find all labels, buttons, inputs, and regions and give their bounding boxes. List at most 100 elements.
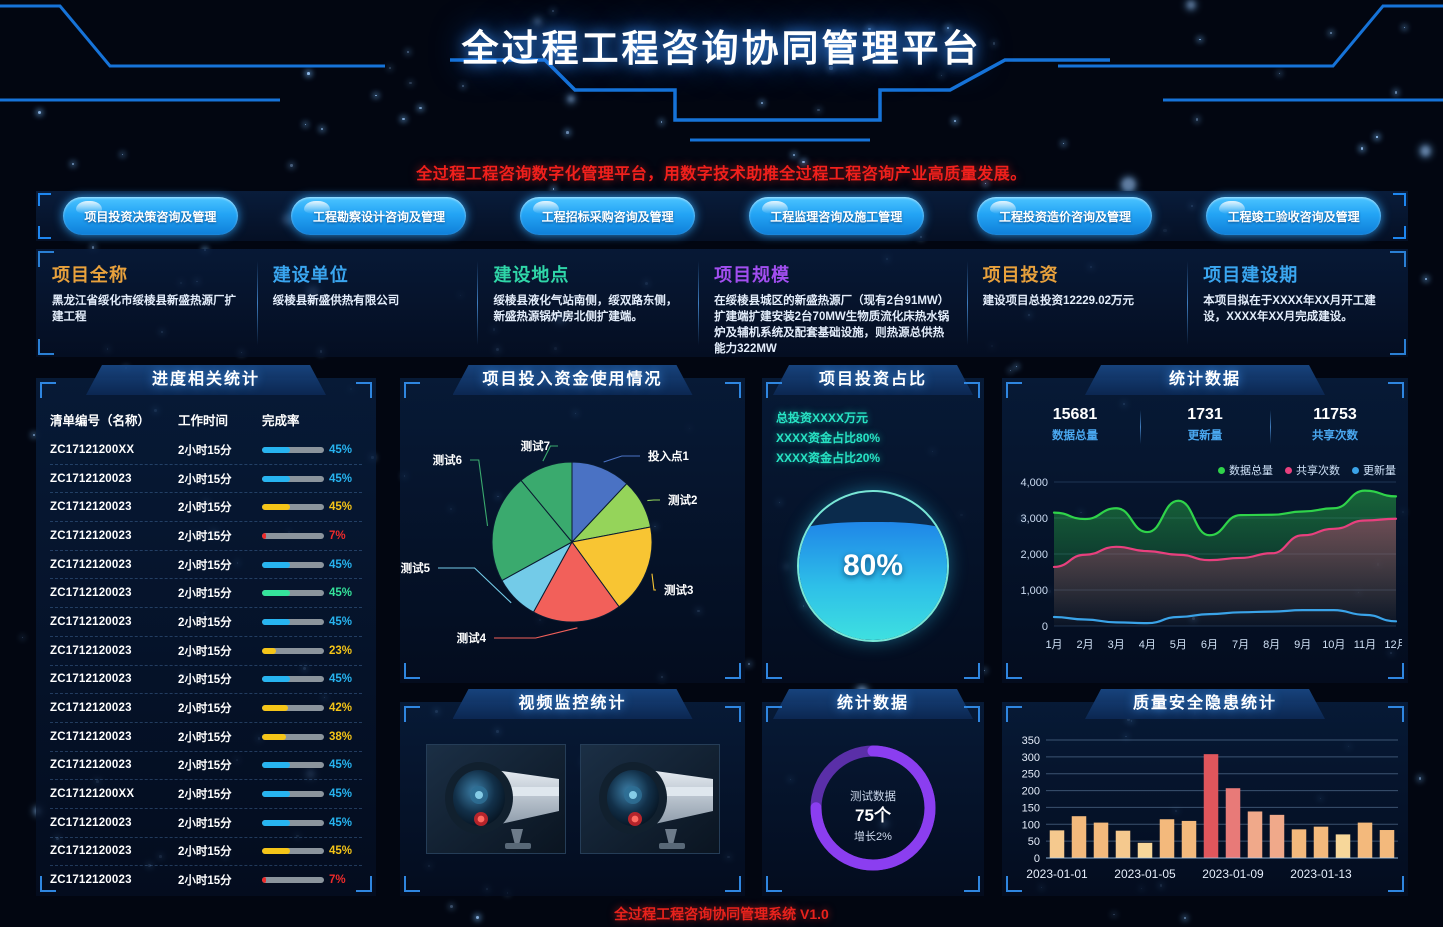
progress-percent-label: 45% <box>329 816 353 829</box>
table-row[interactable]: ZC1712120023 2小时15分 45% <box>50 551 362 580</box>
series-line[interactable] <box>1052 517 1398 569</box>
x-axis-tick-label: 2023-01-05 <box>1114 867 1176 881</box>
bar[interactable] <box>1313 826 1329 858</box>
progress-table-body[interactable]: ZC17121200XX 2小时15分 45% ZC1712120023 2小时15分 4… <box>50 436 362 888</box>
bar[interactable] <box>1159 819 1175 858</box>
bar[interactable] <box>1093 822 1109 858</box>
donut-growth: 增长2% <box>854 829 892 843</box>
nav-button-cost-consulting[interactable]: 工程投资造价咨询及管理 <box>977 197 1153 235</box>
pie-slice[interactable] <box>571 461 628 544</box>
pie-chart[interactable]: 投入点1 测试2 测试3 测试4 测试5 测试6 测试7 <box>400 412 745 680</box>
legend-item-shares[interactable]: 共享次数 <box>1285 462 1340 478</box>
quality-safety-bar-chart[interactable]: 0 50 100 150 200 250 300 350 2023-01-01 2023-01-0… <box>1006 732 1404 890</box>
row-completion: 45% <box>262 817 362 829</box>
nav-button-survey-design[interactable]: 工程勘察设计咨询及管理 <box>291 197 467 235</box>
table-row[interactable]: ZC17121200XX 2小时15分 45% <box>50 780 362 809</box>
table-row[interactable]: ZC1712120023 2小时15分 45% <box>50 493 362 523</box>
table-row[interactable]: ZC1712120023 2小时15分 45% <box>50 809 362 838</box>
bar[interactable] <box>1335 834 1351 858</box>
bar[interactable] <box>1269 814 1285 858</box>
row-worktime: 2小时15分 <box>178 789 232 802</box>
bar[interactable] <box>1181 820 1197 858</box>
bar[interactable] <box>1137 842 1153 858</box>
bar[interactable] <box>1049 830 1065 858</box>
nav-corner-bl <box>38 226 51 239</box>
panel-corner-bl <box>1006 876 1022 892</box>
row-code: ZC1712120023 <box>50 472 132 485</box>
table-row[interactable]: ZC1712120023 2小时15分 7% <box>50 522 362 551</box>
info-text-project-name: 黑龙江省绥化市绥棱县新盛热源厂扩建工程 <box>52 295 236 323</box>
table-row[interactable]: ZC1712120023 2小时15分 45% <box>50 608 362 637</box>
table-row[interactable]: ZC1712120023 2小时15分 45% <box>50 752 362 781</box>
row-worktime: 2小时15分 <box>178 616 232 629</box>
bar[interactable] <box>1357 822 1373 858</box>
info-text-location: 绥棱县液化气站南侧，绥双路东侧，新盛热源锅炉房北侧扩建端。 <box>493 295 678 323</box>
bars-panel-title: 质量安全隐患统计 <box>1085 689 1325 719</box>
row-completion: 45% <box>262 759 362 771</box>
bar[interactable] <box>1291 829 1307 858</box>
progress-bar <box>262 532 324 539</box>
legend-item-total[interactable]: 数据总量 <box>1218 462 1273 478</box>
info-title-location: 建设地点 <box>493 265 570 285</box>
nav-button-bidding-procurement[interactable]: 工程招标采购咨询及管理 <box>520 197 696 235</box>
row-code: ZC1712120023 <box>50 730 132 743</box>
video-feed-2[interactable] <box>579 744 720 854</box>
legend-dot-updates <box>1352 466 1359 474</box>
table-row[interactable]: ZC17121200XX 2小时15分 45% <box>50 436 362 465</box>
x-axis-tick-label: 12月 <box>1384 639 1402 651</box>
bar[interactable] <box>1203 754 1219 858</box>
info-cell-owner: 建设单位 绥棱县新盛供热有限公司 <box>256 249 478 357</box>
table-row[interactable]: ZC1712120023 2小时15分 23% <box>50 637 362 666</box>
progress-percent-label: 45% <box>329 615 353 628</box>
header-decoration <box>0 4 1443 142</box>
bar[interactable] <box>1225 788 1241 858</box>
table-row[interactable]: ZC1712120023 2小时15分 45% <box>50 666 362 695</box>
pie-slice[interactable] <box>491 479 573 582</box>
panel-corner-br <box>725 876 741 892</box>
table-row[interactable]: ZC1712120023 2小时15分 45% <box>50 579 362 609</box>
panel-corner-bl <box>404 663 420 679</box>
progress-percent-label: 38% <box>329 730 353 743</box>
table-row[interactable]: ZC1712120023 2小时15分 7% <box>50 866 362 888</box>
investment-line-total: 总投资XXXX万元 <box>776 411 869 425</box>
table-row[interactable]: ZC1712120023 2小时15分 45% <box>50 465 362 494</box>
fund-usage-pie-panel: 项目投入资金使用情况 投入点1 测试2 测试3 测试4 测试5 测试6 测试7 <box>400 378 745 683</box>
bar[interactable] <box>1071 816 1087 858</box>
line-chart-legend[interactable]: 数据总量 共享次数 更新量 <box>1218 462 1396 478</box>
row-code: ZC1712120023 <box>50 501 132 514</box>
legend-item-updates[interactable]: 更新量 <box>1352 462 1396 478</box>
bar[interactable] <box>1379 830 1395 858</box>
info-cell-investment: 项目投资 建设项目总投资12229.02万元 <box>966 249 1188 357</box>
row-code: ZC1712120023 <box>50 558 132 571</box>
table-row[interactable]: ZC1712120023 2小时15分 38% <box>50 723 362 752</box>
pie-leader-line <box>542 445 558 462</box>
panel-corner-br <box>725 663 741 679</box>
video-feed-1[interactable] <box>425 744 566 854</box>
nav-button-supervision[interactable]: 工程监理咨询及施工管理 <box>748 197 924 235</box>
pie-slice[interactable] <box>532 541 620 623</box>
statistics-line-chart[interactable]: 0 1,000 2,000 3,000 4,000 1月 2月 3月 4月 5月 6月 7月 8月 9月 1… <box>1008 474 1402 674</box>
dashboard-header: 全过程工程咨询协同管理平台 <box>0 0 1443 150</box>
pie-slice[interactable] <box>520 461 573 544</box>
table-row[interactable]: ZC1712120023 2小时15分 45% <box>50 838 362 867</box>
donut-progress-arc[interactable] <box>810 745 936 871</box>
video-panel-title: 视频监控统计 <box>453 689 693 719</box>
pie-leader-line <box>494 627 578 639</box>
y-axis-tick-label: 300 <box>1022 752 1040 764</box>
nav-button-investment-decision[interactable]: 项目投资决策咨询及管理 <box>62 197 238 235</box>
info-corner-tr <box>1390 251 1406 267</box>
bar[interactable] <box>1115 830 1131 858</box>
info-cell-project-name: 项目全称 黑龙江省绥化市绥棱县新盛热源厂扩建工程 <box>36 249 257 357</box>
nav-button-completion-acceptance[interactable]: 工程竣工验收咨询及管理 <box>1206 197 1382 235</box>
pie-slice[interactable] <box>571 526 653 608</box>
series-line[interactable] <box>1052 489 1398 537</box>
info-text-duration: 本项目拟在于XXXX年XX月开工建设，XXXX年XX月完成建设。 <box>1203 295 1376 323</box>
table-row[interactable]: ZC1712120023 2小时15分 42% <box>50 694 362 723</box>
y-axis-tick-label: 1,000 <box>1020 585 1048 597</box>
progress-percent-label: 45% <box>329 443 353 456</box>
row-worktime: 2小时15分 <box>178 444 232 457</box>
invest-panel-title: 项目投资占比 <box>773 365 973 395</box>
bar[interactable] <box>1247 811 1263 858</box>
series-line[interactable] <box>1052 609 1398 625</box>
